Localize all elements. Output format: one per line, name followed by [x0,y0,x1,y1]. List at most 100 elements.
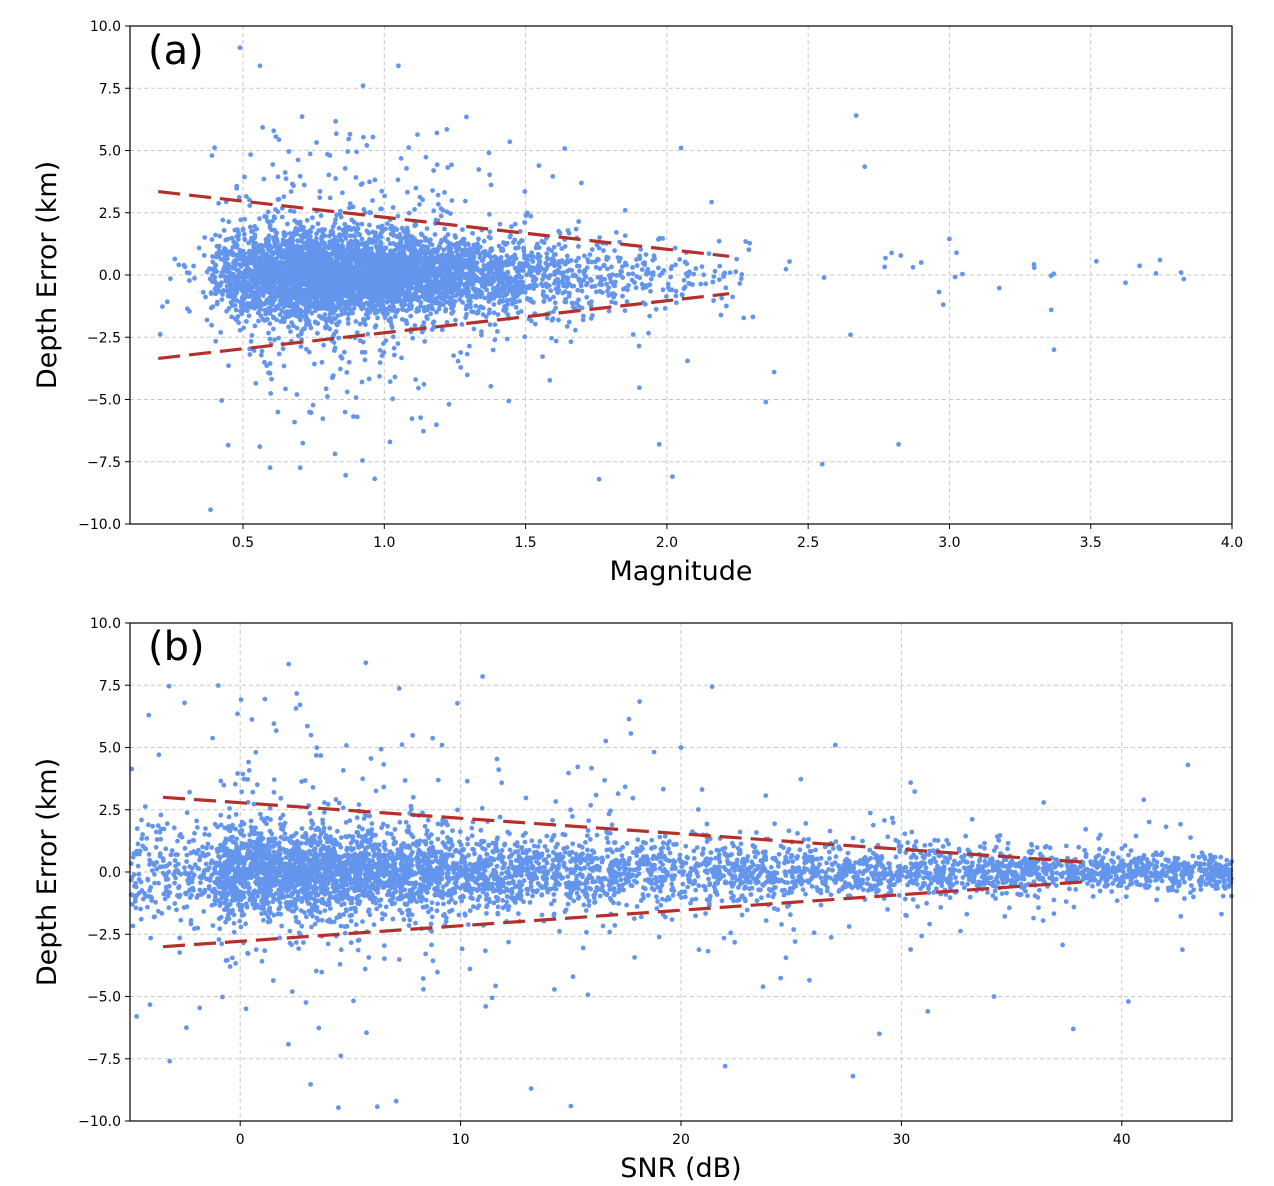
scatter-point [348,300,353,306]
scatter-point [1157,257,1163,263]
scatter-point [320,416,326,422]
scatter-point [542,268,548,273]
scatter-point [674,300,679,306]
scatter-point [225,442,231,448]
scatter-point [310,215,315,221]
scatter-point [438,258,443,263]
scatter-point [717,263,723,269]
scatter-point [314,140,319,145]
scatter-point [342,221,348,227]
scatter-point [296,293,302,299]
scatter-point [677,257,683,262]
scatter-point [570,304,576,310]
scatter-point [487,297,493,303]
scatter-point [160,304,165,309]
scatter-point [442,190,447,195]
scatter-point [319,359,325,365]
scatter-point [244,319,249,324]
scatter-point [650,257,656,263]
scatter-point [297,465,303,471]
scatter-point [473,303,479,309]
scatter-point [503,285,509,291]
scatter-point [241,325,247,331]
scatter-point [699,264,705,269]
scatter-point [639,267,645,272]
scatter-point [372,177,378,183]
scatter-point [215,287,221,293]
scatter-point [369,246,374,251]
scatter-point [503,274,508,280]
scatter-point [423,271,429,276]
scatter-point [200,289,206,295]
scatter-point [513,305,519,310]
scatter-point [213,338,219,344]
scatter-point [452,233,458,239]
scatter-point [355,248,360,254]
scatter-point [481,274,487,279]
scatter-point [558,279,564,285]
scatter-point [377,347,383,353]
scatter-point [367,239,373,245]
scatter-point [488,383,494,389]
scatter-point [497,221,503,227]
scatter-point [391,253,397,259]
scatter-point [246,313,252,319]
scatter-point [401,274,407,279]
scatter-point [336,264,342,270]
scatter-point [711,274,717,279]
scatter-point [536,260,542,266]
scatter-point [517,298,522,304]
scatter-point [262,359,267,365]
scatter-point [589,259,595,265]
scatter-point [464,372,470,378]
scatter-point [421,381,427,387]
scatter-point [226,306,232,311]
scatter-point [353,243,359,249]
scatter-point [624,299,630,305]
scatter-point [443,308,448,314]
scatter-point [351,233,357,239]
scatter-point [343,310,348,316]
scatter-point [392,374,398,380]
scatter-point [343,472,348,478]
scatter-point [562,299,568,305]
scatter-point [280,261,286,266]
scatter-point [634,274,640,279]
scatter-point [522,220,528,225]
scatter-point [267,267,273,273]
scatter-point [324,254,329,260]
scatter-point [219,270,225,275]
scatter-point [516,245,521,251]
scatter-point [342,166,348,171]
scatter-point [581,313,586,319]
scatter-point [267,290,273,296]
scatter-point [656,441,662,447]
scatter-point [492,322,498,327]
scatter-point [382,193,387,199]
scatter-point [327,233,332,239]
scatter-point [418,239,424,245]
scatter-point [358,182,364,188]
scatter-point [355,293,361,298]
scatter-point [395,278,400,284]
scatter-point [411,277,416,282]
scatter-point [315,221,321,227]
scatter-point [509,224,514,230]
scatter-point [458,278,463,284]
scatter-point [727,270,733,276]
scatter-point [413,185,419,191]
scatter-point [403,294,409,299]
scatter-point [396,296,402,301]
scatter-point [343,230,349,236]
scatter-point [365,311,370,317]
scatter-point [462,260,468,266]
scatter-point [434,309,439,315]
scatter-point [319,238,325,244]
scatter-point [418,415,423,421]
scatter-point [329,256,334,262]
scatter-point [334,290,340,296]
scatter-point [435,192,441,198]
scatter-point [410,294,415,299]
scatter-point [741,315,747,321]
scatter-point [449,198,455,204]
